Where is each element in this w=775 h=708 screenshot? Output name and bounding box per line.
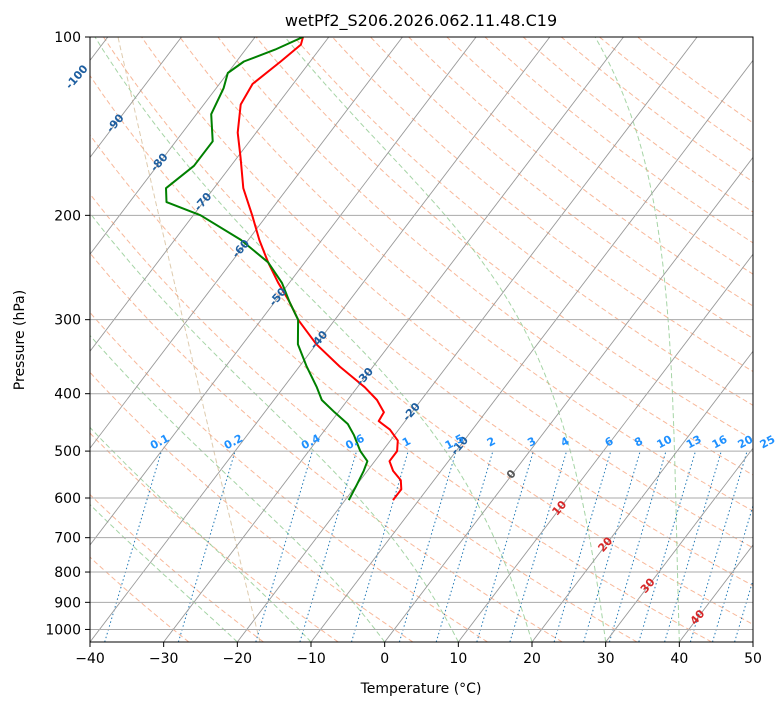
isotherm-line [90,37,330,352]
chart-title: wetPf2_S206.2026.062.11.48.C19 [285,11,557,31]
mixing-ratio-line [664,450,722,642]
y-axis-title: Pressure (hPa) [12,290,28,390]
mixing-ratio-line [299,450,358,642]
x-axis-ticks: −40 −30 −20 −10 0 10 20 30 40 50 [75,642,762,667]
dry-adiabat-line [103,37,753,587]
mixing-ratio-label: 13 [684,433,704,452]
mixing-ratio-line [734,578,753,642]
isotherm-line [310,59,753,642]
moist-adiabat-line [284,37,607,642]
dry-adiabat-line [90,311,488,642]
x-tick-label: 10 [449,651,467,667]
isotherm-line [236,37,698,642]
y-tick-label: 800 [54,565,81,581]
x-tick-label: −40 [75,651,105,667]
isotherm-line [605,447,753,642]
dry-adiabat-line [90,252,563,642]
thermal-curve-line [117,37,261,642]
mixing-ratio-line [476,450,534,642]
mixing-ratio-line [689,450,748,642]
mixing-ratio-line [435,450,494,642]
y-tick-label: 500 [54,444,81,460]
mixing-ratio-line [351,450,409,642]
y-tick-label: 700 [54,531,81,547]
moist-adiabat-line [90,334,386,642]
dry-adiabat-line [90,556,190,642]
isotherm-line [90,37,182,159]
isotherm-line [90,37,256,255]
y-tick-label: 200 [54,208,81,224]
dry-adiabat-line [332,37,753,373]
y-tick-label: 100 [54,30,81,46]
x-axis-title: Temperature (°C) [360,681,482,697]
mixing-ratio-line [608,450,667,642]
isotherm-line [163,37,624,642]
y-tick-label: 400 [54,387,81,403]
isotherm-line [384,156,753,642]
x-tick-label: 30 [597,651,615,667]
mixing-ratio-line [509,450,568,642]
isotherm-line [531,350,753,642]
y-tick-label: 900 [54,595,81,611]
isotherm-line [90,37,403,449]
moist-adiabat-line [90,212,459,642]
x-tick-label: 50 [744,651,762,667]
y-tick-label: 300 [54,313,81,329]
dry-adiabat-line [90,74,753,625]
isotherm-line [90,37,551,642]
x-tick-label: −10 [296,651,326,667]
plot-area [90,37,753,642]
dry-adiabat-line [293,37,753,406]
mixing-ratio-line [255,450,313,642]
plot-frame [89,36,754,643]
mixing-ratio-line [583,450,641,642]
mixing-ratio-line [712,503,753,642]
mixing-ratio-line [553,450,612,642]
mixing-ratio-label: 10 [655,433,675,452]
x-tick-label: 0 [380,651,389,667]
y-axis-ticks: 100 200 300 400 500 600 700 800 900 1000 [45,30,90,638]
x-tick-label: 20 [523,651,541,667]
x-tick-label: 40 [670,651,688,667]
dry-adiabat-line [217,37,753,476]
profile-lines [165,37,403,501]
dry-adiabat-line [90,493,264,642]
y-tick-label: 600 [54,491,81,507]
mixing-ratio-line [638,450,696,642]
mixing-ratio-label: 16 [710,433,730,452]
temperature-profile-line [236,37,403,501]
x-tick-label: −30 [149,651,179,667]
dry-adiabat-line [90,193,638,642]
mixing-ratio-label: 20 [736,433,756,452]
moist-adiabat-line [594,37,680,642]
mixing-ratio-label: 25 [758,433,775,452]
dewpoint-profile-line [165,37,369,501]
isotherm-line [457,253,753,642]
dry-adiabat-line [90,134,712,642]
isotherm-line [90,37,477,546]
moist-adiabat-line [94,37,533,642]
dry-adiabat-line [179,37,753,512]
x-tick-label: −20 [223,651,253,667]
y-tick-label: 1000 [45,622,81,638]
